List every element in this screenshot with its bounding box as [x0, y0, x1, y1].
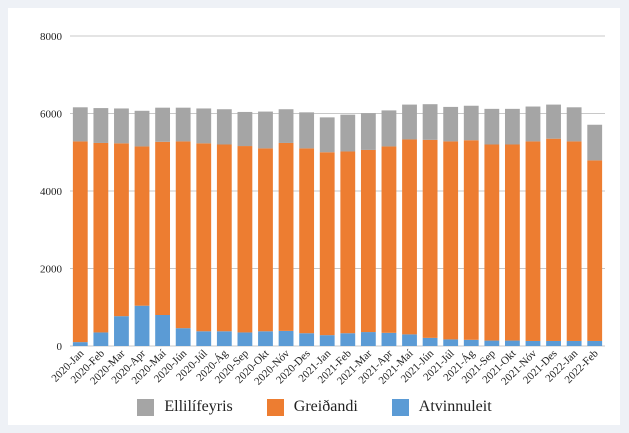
bar-segment	[258, 111, 273, 149]
bar-segment	[216, 109, 232, 145]
bar-segment	[299, 112, 315, 149]
bar-segment	[319, 117, 335, 153]
bar-segment	[525, 340, 541, 346]
bar-segment	[381, 110, 397, 147]
bar-segment	[422, 139, 438, 338]
bar-segment	[155, 107, 171, 142]
bar-segment	[360, 149, 376, 333]
bar-segment	[443, 141, 459, 340]
legend-swatch	[137, 398, 155, 416]
bar-segment	[381, 146, 397, 333]
bar-segment	[381, 332, 397, 346]
y-tick-label: 2000	[40, 264, 63, 276]
bar-segment	[546, 340, 561, 346]
bar-segment	[319, 335, 335, 346]
legend-label: Greiðandi	[293, 398, 358, 415]
bar-segment	[587, 160, 603, 341]
bar-segment	[114, 143, 129, 317]
bar-segment	[566, 340, 582, 346]
bar-segment	[278, 109, 294, 143]
bar-segment	[134, 110, 150, 147]
legend-entry: Greiðandi	[266, 398, 358, 416]
bar-segment	[340, 333, 356, 346]
bar-segment	[566, 107, 582, 142]
bar-segment	[278, 142, 294, 331]
bar-segment	[258, 148, 273, 332]
bar-segment	[114, 108, 129, 144]
bar-segment	[72, 141, 88, 343]
bar-segment	[546, 138, 561, 341]
bar-segment	[484, 340, 500, 346]
bar-segment	[237, 146, 253, 333]
bar-segment	[237, 332, 253, 346]
y-tick-label: 6000	[40, 109, 63, 121]
bar-segment	[134, 146, 150, 306]
legend-swatch	[391, 398, 409, 416]
bar-segment	[463, 105, 479, 141]
bar-segment	[484, 108, 500, 145]
bar-segment	[216, 331, 232, 346]
bar-segment	[155, 315, 171, 346]
y-tick-label: 0	[57, 341, 63, 353]
bar-segment	[299, 333, 315, 346]
bar-segment	[196, 108, 212, 144]
legend-label: Ellilífeyris	[164, 398, 233, 415]
bar-segment	[402, 104, 417, 140]
bar-segment	[587, 340, 603, 346]
y-tick-label: 8000	[40, 31, 63, 43]
bar-segment	[93, 108, 109, 143]
bar-segment	[504, 340, 520, 346]
chart-legend: Ellilífeyris Greiðandi Atvinnuleit	[0, 398, 629, 416]
bar-segment	[278, 330, 294, 346]
bar-segment	[484, 144, 500, 341]
bar-segment	[72, 342, 88, 346]
bar-segment	[134, 305, 150, 346]
bar-segment	[504, 144, 520, 341]
bar-segment	[175, 107, 191, 142]
bar-segment	[93, 332, 109, 346]
legend-entry: Atvinnuleit	[391, 398, 492, 416]
bar-segment	[360, 113, 376, 150]
bar-segment	[114, 316, 129, 346]
bar-segment	[216, 144, 232, 332]
bar-segment	[546, 104, 561, 139]
bar-segment	[360, 332, 376, 346]
bar-segment	[422, 337, 438, 346]
bar-segment	[72, 107, 88, 142]
bar-segment	[463, 140, 479, 340]
bar-segment	[175, 328, 191, 346]
bar-segment	[196, 143, 212, 332]
bar-segment	[258, 331, 273, 346]
bar-segment	[402, 334, 417, 346]
bar-segment	[237, 111, 253, 147]
legend-label: Atvinnuleit	[418, 398, 492, 415]
bar-segment	[175, 141, 191, 329]
bar-segment	[319, 152, 335, 336]
bar-segment	[525, 141, 541, 341]
bar-segment	[402, 139, 417, 335]
bar-segment	[463, 339, 479, 346]
bar-segment	[587, 124, 603, 161]
bar-segment	[196, 331, 212, 346]
bar-segment	[443, 339, 459, 346]
bar-segment	[443, 106, 459, 142]
legend-entry: Ellilífeyris	[137, 398, 233, 416]
bar-segment	[340, 151, 356, 334]
bar-segment	[566, 141, 582, 341]
bar-segment	[340, 114, 356, 152]
legend-swatch	[266, 398, 284, 416]
bar-segment	[504, 108, 520, 145]
bar-segment	[422, 104, 438, 140]
bar-segment	[93, 142, 109, 333]
y-tick-label: 4000	[40, 186, 63, 198]
bar-segment	[299, 148, 315, 334]
bar-segment	[525, 106, 541, 142]
bar-segment	[155, 141, 171, 315]
